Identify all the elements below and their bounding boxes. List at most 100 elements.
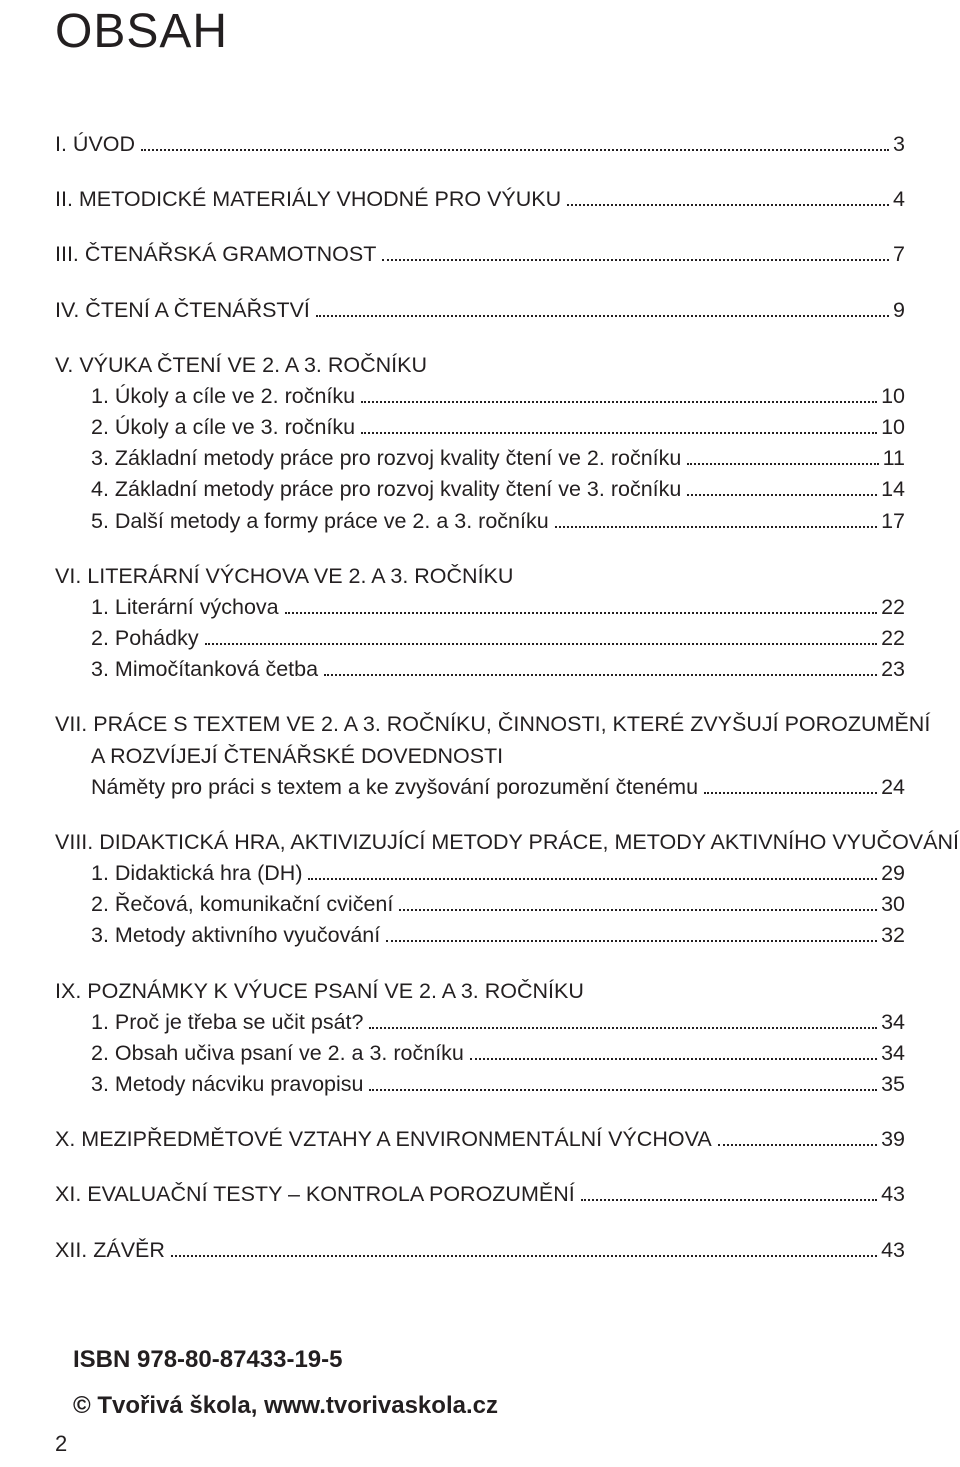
toc-page: 39	[881, 1124, 905, 1155]
toc-leader	[581, 1180, 877, 1201]
toc-label: Náměty pro práci s textem a ke zvyšování…	[91, 772, 698, 803]
toc-leader	[205, 624, 878, 645]
toc-label: IV. ČTENÍ A ČTENÁŘSTVÍ	[55, 295, 310, 326]
toc-heading: IX. POZNÁMKY K VÝUCE PSANÍ VE 2. A 3. RO…	[55, 976, 905, 1007]
toc-page: 30	[881, 889, 905, 920]
toc-subentry: Náměty pro práci s textem a ke zvyšování…	[55, 772, 905, 803]
toc-label: 1. Literární výchova	[91, 592, 279, 623]
toc-label: X. MEZIPŘEDMĚTOVÉ VZTAHY A ENVIRONMENTÁL…	[55, 1124, 712, 1155]
toc-page: 10	[881, 412, 905, 443]
toc-page: 17	[881, 506, 905, 537]
toc-page: 43	[881, 1235, 905, 1266]
toc-heading: VI. LITERÁRNÍ VÝCHOVA VE 2. A 3. ROČNÍKU	[55, 561, 905, 592]
toc-label: 3. Metody nácviku pravopisu	[91, 1069, 363, 1100]
toc-label: 1. Proč je třeba se učit psát?	[91, 1007, 363, 1038]
toc-label: 3. Mimočítanková četba	[91, 654, 318, 685]
toc-heading: V. VÝUKA ČTENÍ VE 2. A 3. ROČNÍKU	[55, 350, 905, 381]
toc-label: 2. Řečová, komunikační cvičení	[91, 889, 393, 920]
toc-page: 32	[881, 920, 905, 951]
page-title: OBSAH	[55, 0, 905, 59]
toc-subentry: 5. Další metody a formy práce ve 2. a 3.…	[55, 506, 905, 537]
toc-subentry: 3. Metody nácviku pravopisu 35	[55, 1069, 905, 1100]
toc-leader	[369, 1070, 877, 1091]
toc-leader	[369, 1007, 877, 1028]
toc-entry: IV. ČTENÍ A ČTENÁŘSTVÍ 9	[55, 295, 905, 326]
toc-page: 22	[881, 592, 905, 623]
toc-leader	[141, 130, 889, 151]
toc-label: 2. Úkoly a cíle ve 3. ročníku	[91, 412, 355, 443]
toc-leader	[386, 921, 877, 942]
toc-page: 23	[881, 654, 905, 685]
toc-page: 29	[881, 858, 905, 889]
toc-label: 1. Úkoly a cíle ve 2. ročníku	[91, 381, 355, 412]
publisher-text: © Tvořivá škola, www.tvorivaskola.cz	[73, 1392, 905, 1420]
page-number: 2	[55, 1431, 67, 1457]
toc-subentry: 3. Metody aktivního vyučování 32	[55, 920, 905, 951]
toc-leader	[567, 185, 889, 206]
toc-leader	[470, 1039, 877, 1060]
toc-label: 2. Pohádky	[91, 623, 199, 654]
toc-label: 2. Obsah učiva psaní ve 2. a 3. ročníku	[91, 1038, 464, 1069]
toc-page: 43	[881, 1179, 905, 1210]
toc-subentry: 3. Základní metody práce pro rozvoj kval…	[55, 443, 905, 474]
toc-page: 34	[881, 1038, 905, 1069]
toc-leader	[382, 240, 889, 261]
toc-leader	[324, 655, 877, 676]
toc-leader	[361, 382, 877, 403]
toc-page: 34	[881, 1007, 905, 1038]
toc-leader	[718, 1125, 877, 1146]
toc-label: 4. Základní metody práce pro rozvoj kval…	[91, 474, 681, 505]
page: OBSAH I. ÚVOD 3 II. METODICKÉ MATERIÁLY …	[0, 0, 960, 1467]
toc-page: 22	[881, 623, 905, 654]
toc-label: A ROZVÍJEJÍ ČTENÁŘSKÉ DOVEDNOSTI	[91, 741, 503, 772]
toc-leader	[399, 890, 877, 911]
toc-page: 4	[893, 184, 905, 215]
isbn-text: ISBN 978-80-87433-19-5	[73, 1346, 905, 1374]
toc-entry: XII. ZÁVĚR 43	[55, 1235, 905, 1266]
toc-entry: I. ÚVOD 3	[55, 129, 905, 160]
toc-label: VI. LITERÁRNÍ VÝCHOVA VE 2. A 3. ROČNÍKU	[55, 561, 513, 592]
toc-leader	[687, 475, 877, 496]
toc-label: VII. PRÁCE S TEXTEM VE 2. A 3. ROČNÍKU, …	[55, 709, 930, 740]
toc-page: 35	[881, 1069, 905, 1100]
toc-leader	[687, 444, 878, 465]
toc-page: 11	[883, 443, 905, 474]
toc-subentry: 2. Řečová, komunikační cvičení 30	[55, 889, 905, 920]
toc-leader	[555, 506, 877, 527]
toc-subentry: 1. Proč je třeba se učit psát? 34	[55, 1007, 905, 1038]
toc-page: 10	[881, 381, 905, 412]
toc-label: III. ČTENÁŘSKÁ GRAMOTNOST	[55, 239, 376, 270]
toc-subentry: 1. Didaktická hra (DH) 29	[55, 858, 905, 889]
toc-heading-cont: A ROZVÍJEJÍ ČTENÁŘSKÉ DOVEDNOSTI	[55, 741, 905, 772]
toc-leader	[316, 295, 889, 316]
toc-page: 14	[881, 474, 905, 505]
toc-entry: X. MEZIPŘEDMĚTOVÉ VZTAHY A ENVIRONMENTÁL…	[55, 1124, 905, 1155]
toc-subentry: 2. Obsah učiva psaní ve 2. a 3. ročníku …	[55, 1038, 905, 1069]
toc-label: 5. Další metody a formy práce ve 2. a 3.…	[91, 506, 549, 537]
toc-label: II. METODICKÉ MATERIÁLY VHODNÉ PRO VÝUKU	[55, 184, 561, 215]
toc-subentry: 1. Úkoly a cíle ve 2. ročníku 10	[55, 381, 905, 412]
toc-page: 3	[893, 129, 905, 160]
toc-label: 3. Metody aktivního vyučování	[91, 920, 380, 951]
toc-heading: VII. PRÁCE S TEXTEM VE 2. A 3. ROČNÍKU, …	[55, 709, 905, 740]
toc-label: V. VÝUKA ČTENÍ VE 2. A 3. ROČNÍKU	[55, 350, 427, 381]
toc-subentry: 3. Mimočítanková četba 23	[55, 654, 905, 685]
toc-subentry: 2. Úkoly a cíle ve 3. ročníku 10	[55, 412, 905, 443]
toc-subentry: 1. Literární výchova 22	[55, 592, 905, 623]
toc-label: 3. Základní metody práce pro rozvoj kval…	[91, 443, 681, 474]
toc-label: 1. Didaktická hra (DH)	[91, 858, 302, 889]
isbn-block: ISBN 978-80-87433-19-5 © Tvořivá škola, …	[55, 1346, 905, 1420]
toc-entry: III. ČTENÁŘSKÁ GRAMOTNOST 7	[55, 239, 905, 270]
toc-page: 9	[893, 295, 905, 326]
toc-heading: VIII. DIDAKTICKÁ HRA, AKTIVIZUJÍCÍ METOD…	[55, 827, 905, 858]
toc-subentry: 4. Základní metody práce pro rozvoj kval…	[55, 474, 905, 505]
toc-entry: II. METODICKÉ MATERIÁLY VHODNÉ PRO VÝUKU…	[55, 184, 905, 215]
toc-leader	[704, 772, 877, 793]
toc-leader	[361, 413, 877, 434]
toc-label: XII. ZÁVĚR	[55, 1235, 165, 1266]
table-of-contents: I. ÚVOD 3 II. METODICKÉ MATERIÁLY VHODNÉ…	[55, 129, 905, 1266]
toc-leader	[171, 1235, 877, 1256]
toc-label: I. ÚVOD	[55, 129, 135, 160]
toc-label: VIII. DIDAKTICKÁ HRA, AKTIVIZUJÍCÍ METOD…	[55, 827, 959, 858]
toc-entry: XI. EVALUAČNÍ TESTY – KONTROLA POROZUMĚN…	[55, 1179, 905, 1210]
